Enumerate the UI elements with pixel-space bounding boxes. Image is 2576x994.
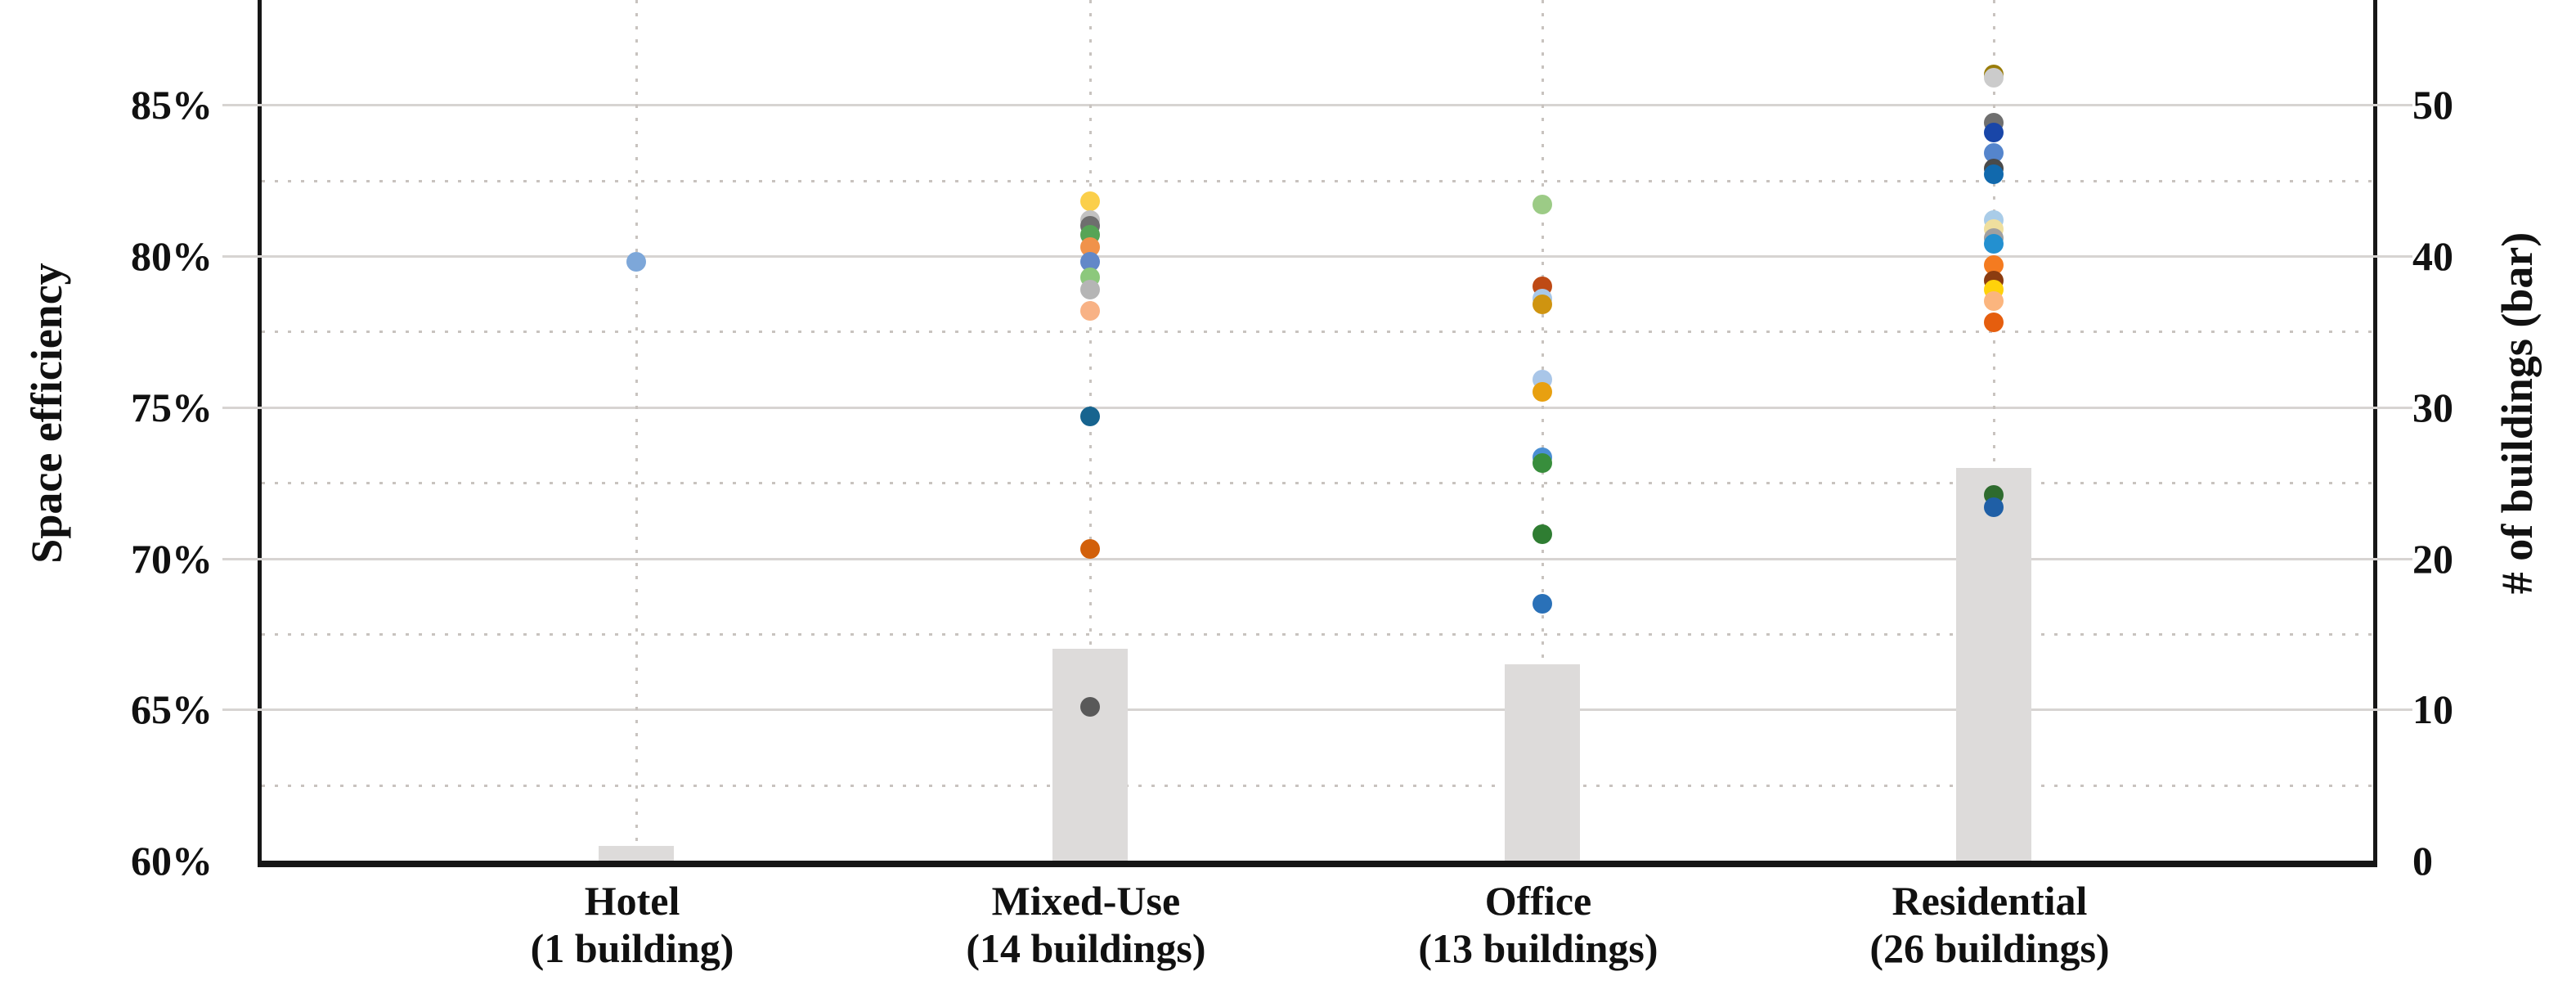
category-gridline	[635, 0, 639, 861]
gridline-major	[222, 557, 2412, 560]
gridline-major	[222, 255, 2412, 258]
gridline-major	[222, 104, 2412, 107]
right-axis-tick-label: 10	[2412, 686, 2453, 733]
efficiency-dot	[1079, 406, 1100, 426]
category-gridline	[1088, 0, 1092, 861]
efficiency-dot	[1532, 195, 1552, 215]
category-name: Hotel	[584, 878, 680, 924]
plot-area	[222, 0, 2412, 867]
category-count: (13 buildings)	[1418, 925, 1658, 971]
gridline-minor	[262, 482, 2373, 485]
category-name: Residential	[1892, 878, 2088, 924]
left-axis-tick-label: 70%	[131, 535, 213, 582]
efficiency-dot	[1532, 295, 1552, 315]
buildings-bar	[599, 845, 675, 861]
efficiency-dot	[1984, 291, 2004, 312]
efficiency-dot	[1984, 164, 2004, 185]
efficiency-dot	[1079, 279, 1100, 299]
efficiency-dot	[626, 252, 647, 272]
efficiency-dot	[1532, 593, 1552, 614]
category-gridline	[1993, 0, 1995, 861]
efficiency-dot	[1079, 300, 1100, 321]
left-axis-tick-label: 60%	[131, 838, 213, 884]
efficiency-dot	[1984, 67, 2004, 88]
efficiency-dot	[1984, 313, 2004, 333]
category-label: Mixed-Use (14 buildings)	[832, 877, 1340, 972]
efficiency-dot	[1984, 497, 2004, 517]
category-count: (14 buildings)	[966, 925, 1206, 971]
category-gridline	[1541, 0, 1544, 861]
category-name: Mixed-Use	[991, 878, 1181, 924]
left-axis-tick-label: 80%	[131, 233, 213, 279]
efficiency-dot	[1984, 122, 2004, 142]
category-label: Hotel (1 building)	[379, 877, 886, 972]
gridline-minor	[262, 331, 2373, 334]
right-axis-tick-label: 50	[2412, 82, 2453, 128]
right-axis-tick-label: 20	[2412, 535, 2453, 582]
efficiency-dot	[1532, 382, 1552, 403]
efficiency-dot	[1079, 696, 1100, 717]
right-axis-tick-label: 0	[2412, 838, 2433, 884]
buildings-bar	[1052, 649, 1128, 861]
gridline-minor	[262, 632, 2373, 636]
efficiency-dot	[1532, 524, 1552, 544]
left-axis-tick-label: 85%	[131, 82, 213, 128]
right-axis-tick-label: 40	[2412, 233, 2453, 279]
category-count: (26 buildings)	[1869, 925, 2110, 971]
efficiency-dot	[1532, 453, 1552, 474]
efficiency-dot	[1984, 234, 2004, 254]
category-label: Residential (26 buildings)	[1736, 877, 2243, 972]
buildings-bar	[1504, 663, 1580, 861]
efficiency-dot	[1079, 539, 1100, 560]
gridline-major	[222, 406, 2412, 409]
right-axis-tick-label: 30	[2412, 384, 2453, 430]
category-label: Office (13 buildings)	[1285, 877, 1792, 972]
left-axis-tick-label: 65%	[131, 686, 213, 733]
buildings-bar	[1956, 467, 2031, 861]
left-axis-tick-label: 75%	[131, 384, 213, 430]
efficiency-dot	[1079, 191, 1100, 212]
gridline-minor	[262, 179, 2373, 182]
category-name: Office	[1484, 878, 1592, 924]
category-count: (1 building)	[530, 925, 734, 971]
gridline-minor	[262, 784, 2373, 787]
gridline-major	[222, 708, 2412, 712]
